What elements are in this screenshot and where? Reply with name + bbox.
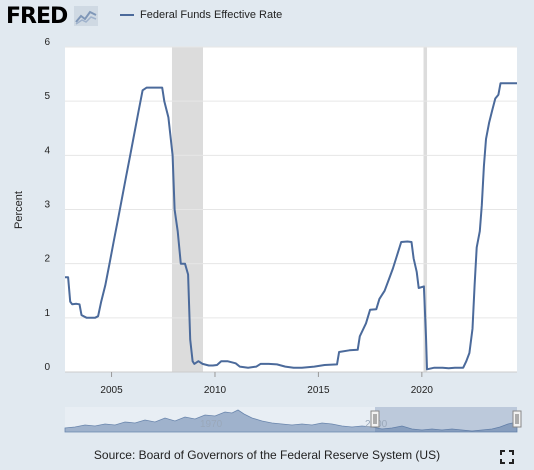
header: FRED Federal Funds Effective Rate (0, 0, 534, 36)
y-tick-label-4: 4 (44, 145, 50, 156)
y-tick-label-3: 3 (44, 200, 50, 211)
legend: Federal Funds Effective Rate (120, 9, 282, 21)
y-tick-label-1: 1 (44, 308, 50, 319)
legend-swatch (120, 14, 134, 16)
navigator-hint-left: 1970 (200, 419, 223, 430)
navigator-handle-right[interactable] (512, 410, 522, 428)
x-tick-label-2015: 2015 (307, 385, 330, 396)
y-axis-ticks: 0 1 2 3 4 5 6 (44, 37, 50, 373)
y-tick-label-6: 6 (44, 37, 50, 48)
series-line-0[interactable] (65, 82, 517, 371)
x-axis-ticks: 2005 2010 2015 2020 (100, 372, 433, 396)
navigator[interactable]: 1970 2000 (64, 407, 522, 433)
fred-chart-logo-icon (73, 6, 98, 26)
chart: 0 1 2 3 4 5 6 2005 2010 2015 2020 Percent 1970 20… (13, 37, 522, 433)
fred-logo-text: FRED (6, 4, 68, 29)
series-layer (65, 82, 517, 371)
y-tick-label-2: 2 (44, 254, 50, 265)
y-tick-label-0: 0 (44, 362, 50, 373)
y-tick-label-5: 5 (44, 91, 50, 102)
fred-logo[interactable]: FRED (6, 4, 98, 29)
navigator-selection[interactable] (375, 407, 517, 432)
legend-label: Federal Funds Effective Rate (140, 9, 283, 21)
x-tick-label-2010: 2010 (204, 385, 227, 396)
grid-lines (65, 46, 517, 373)
x-tick-label-2020: 2020 (411, 385, 434, 396)
navigator-handle-left[interactable] (370, 410, 380, 428)
x-tick-label-2005: 2005 (100, 385, 123, 396)
fullscreen-icon[interactable] (500, 450, 514, 464)
navigator-overview-area (64, 409, 518, 433)
y-axis-label: Percent (13, 191, 25, 229)
source-note: Source: Board of Governors of the Federa… (93, 448, 441, 462)
